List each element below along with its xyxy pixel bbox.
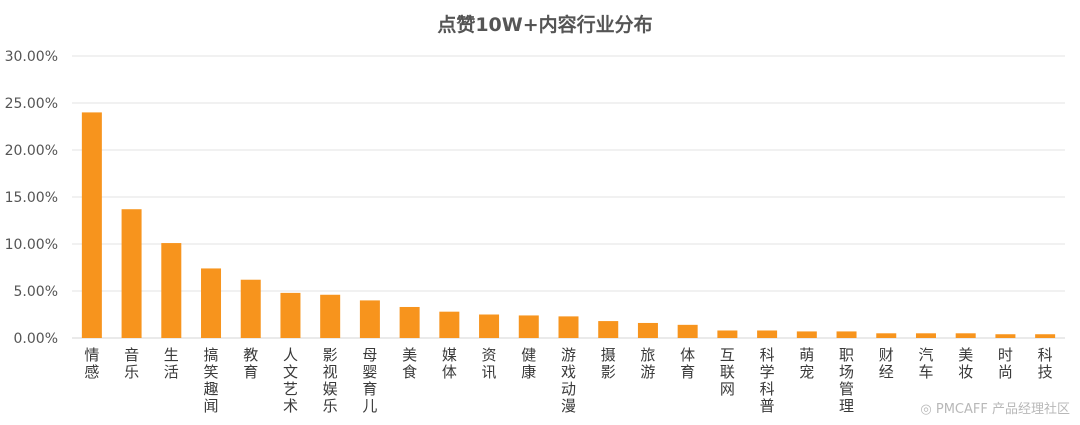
grid-lines: [72, 55, 1065, 339]
x-tick-label: 科技: [1038, 346, 1053, 381]
bar: [201, 268, 222, 338]
y-tick-label: 30.00%: [5, 49, 58, 65]
bar: [598, 321, 619, 338]
bar: [280, 292, 301, 338]
x-tick-label: 美妆: [958, 346, 973, 381]
bar: [757, 330, 778, 338]
bar: [240, 279, 261, 338]
bar: [359, 300, 380, 338]
y-axis-ticks: 0.00% 5.00% 10.00% 15.00% 20.00% 25.00% 30.00%: [5, 49, 58, 347]
bars: [81, 112, 1056, 339]
y-tick-label: 25.00%: [5, 96, 58, 112]
x-tick-label: 科学科普: [760, 346, 775, 415]
bar: [796, 331, 817, 338]
x-tick-label: 体育: [680, 346, 695, 381]
y-tick-label: 20.00%: [5, 143, 58, 159]
bar: [121, 209, 142, 338]
bar: [399, 306, 420, 338]
chart-title: 点赞10W+内容行业分布: [437, 13, 652, 36]
x-tick-label: 情感: [84, 346, 99, 381]
bar: [677, 324, 698, 338]
x-tick-label: 游戏动漫: [561, 346, 576, 415]
bar: [955, 333, 976, 338]
bar: [876, 333, 897, 338]
x-tick-label: 人文艺术: [283, 346, 298, 415]
bar: [836, 331, 857, 338]
bar: [1035, 334, 1056, 338]
y-tick-label: 10.00%: [5, 237, 58, 253]
bar: [439, 311, 460, 338]
y-tick-label: 5.00%: [14, 284, 58, 300]
x-tick-label: 时尚: [998, 346, 1013, 381]
pmcaff-logo-icon: ◎: [920, 402, 932, 417]
x-tick-label: 资讯: [482, 346, 497, 381]
x-tick-label: 摄影: [601, 346, 616, 381]
bar: [717, 330, 738, 338]
x-tick-label: 职场管理: [839, 346, 854, 415]
bar: [995, 334, 1016, 338]
x-tick-label: 财经: [879, 346, 894, 381]
x-tick-label: 美食: [402, 346, 417, 381]
x-tick-label: 影视娱乐: [323, 346, 338, 415]
bar: [81, 112, 102, 339]
bar: [518, 315, 539, 338]
bar: [637, 322, 658, 338]
bar: [558, 316, 579, 338]
bar: [320, 294, 341, 338]
x-tick-label: 搞笑趣闻: [204, 346, 219, 415]
x-tick-label: 旅游: [640, 346, 655, 381]
x-tick-label: 健康: [521, 346, 536, 381]
x-tick-label: 汽车: [918, 346, 933, 381]
x-tick-label: 教育: [243, 346, 258, 381]
footer-brand: ◎ PMCAFF 产品经理社区: [920, 398, 1070, 417]
bar: [479, 314, 500, 338]
x-tick-label: 互联网: [720, 346, 735, 398]
y-tick-label: 0.00%: [14, 331, 58, 347]
bar: [161, 243, 182, 338]
x-tick-label: 萌宠: [799, 346, 814, 381]
footer-brand-text: PMCAFF 产品经理社区: [935, 402, 1070, 417]
y-tick-label: 15.00%: [5, 190, 58, 206]
bar: [915, 333, 936, 338]
x-tick-label: 媒体: [442, 346, 457, 381]
x-tick-label: 音乐: [124, 346, 139, 381]
x-tick-label: 母婴育儿: [362, 346, 377, 415]
x-tick-label: 生活: [164, 346, 179, 381]
